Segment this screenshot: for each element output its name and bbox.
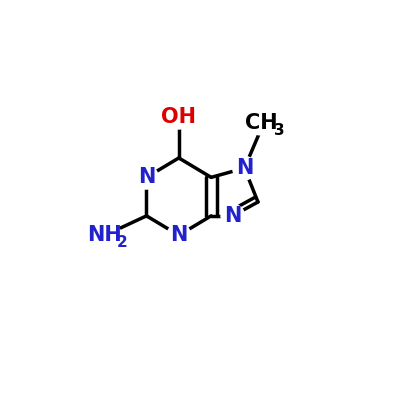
Ellipse shape (221, 204, 244, 228)
Text: OH: OH (161, 107, 196, 127)
Text: N: N (236, 158, 253, 178)
Ellipse shape (245, 112, 282, 135)
Ellipse shape (166, 106, 192, 129)
Text: NH: NH (88, 225, 122, 245)
Text: N: N (170, 225, 188, 245)
Text: N: N (224, 206, 242, 226)
Ellipse shape (233, 156, 256, 180)
Text: 2: 2 (116, 234, 127, 250)
Text: N: N (138, 167, 155, 187)
Ellipse shape (88, 224, 122, 247)
Text: 3: 3 (274, 123, 285, 138)
Ellipse shape (135, 166, 158, 189)
Ellipse shape (167, 224, 190, 247)
Text: CH: CH (245, 114, 277, 134)
